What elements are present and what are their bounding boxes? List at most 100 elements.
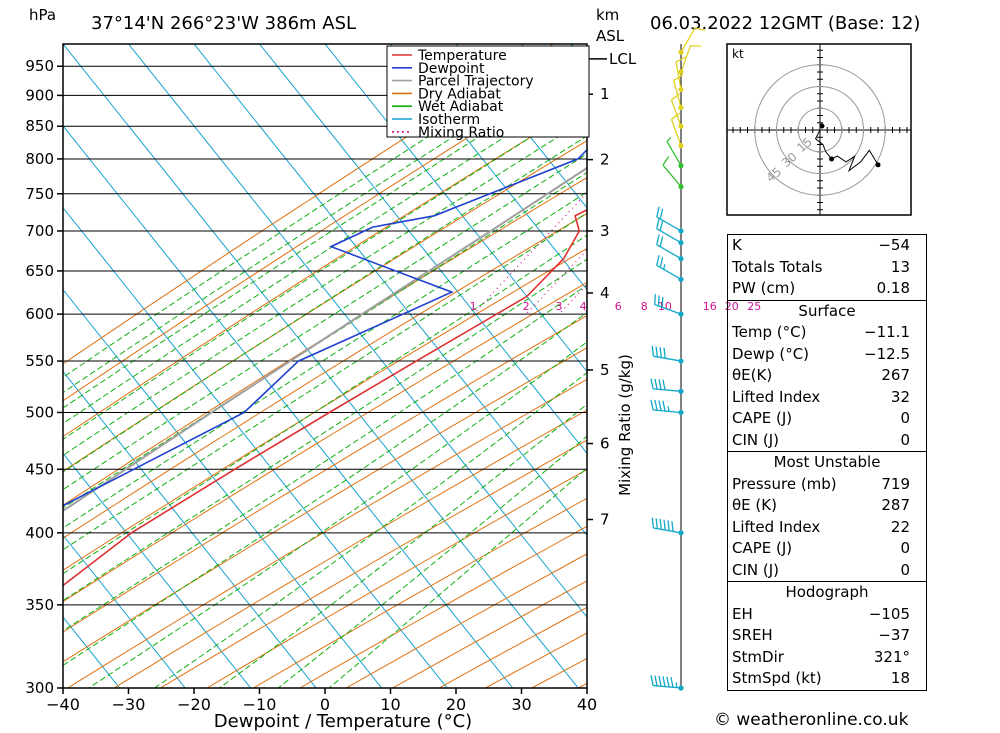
index-row-k: K −54 xyxy=(732,236,910,254)
wind-barb-feather xyxy=(650,399,654,411)
parcel-trajectory xyxy=(63,166,587,513)
pressure-tick-label: 700 xyxy=(25,222,54,240)
wind-barb-feather xyxy=(656,206,660,218)
pressure-tick-label: 900 xyxy=(25,86,54,104)
hodograph-ring xyxy=(797,107,843,153)
surface-row-thetae: θE(K) 267 xyxy=(732,366,910,384)
temperature-tick-label: 20 xyxy=(446,695,466,714)
wind-barb xyxy=(651,517,684,536)
dry-adiabat-line xyxy=(63,212,587,539)
temperature-tick-label: 10 xyxy=(380,695,400,714)
pressure-tick-label: 950 xyxy=(25,57,54,75)
most-unstable-title: Most Unstable xyxy=(773,453,881,471)
legend-entry: Dry Adiabat xyxy=(418,86,501,102)
index-tables: K −54 Totals Totals 13 PW (cm) 0.18 Surface… xyxy=(727,234,927,691)
wind-barb-dot xyxy=(678,358,684,364)
wind-barb xyxy=(670,112,684,149)
isotherm-line xyxy=(63,44,579,688)
wind-barb-staff xyxy=(656,216,682,232)
wind-barb-dot xyxy=(678,276,684,282)
wind-barb-feather xyxy=(655,518,659,529)
pressure-tick-label: 300 xyxy=(25,679,54,697)
dry-adiabat-line xyxy=(63,314,587,633)
wind-barb xyxy=(666,137,684,169)
temperature-tick-label: 30 xyxy=(511,695,531,714)
wind-barb-feather xyxy=(658,379,662,390)
pressure-tick-label: 450 xyxy=(25,460,54,478)
hodo-row-stmdir: StmDir 321° xyxy=(732,647,910,666)
wind-barb xyxy=(651,345,684,364)
wind-barb-feather xyxy=(662,400,666,412)
dry-adiabat-line xyxy=(206,468,587,688)
wind-barb-feather xyxy=(658,400,662,411)
wind-barb-feather xyxy=(659,518,662,530)
lcl-label: LCL xyxy=(609,50,637,68)
wind-barb-feather xyxy=(666,676,670,688)
wind-barb xyxy=(673,74,684,111)
wind-barb-staff xyxy=(656,228,682,244)
plot-frame xyxy=(62,43,588,689)
hodo-row-eh: EH −105 xyxy=(732,604,910,623)
wet-adiabat-line xyxy=(63,284,587,632)
mixing-ratio-label: 25 xyxy=(747,300,761,313)
pressure-tick-label: 800 xyxy=(25,150,54,168)
hodograph-trace xyxy=(814,129,879,173)
most-unstable-box: Most Unstable Pressure (mb) 719 θE (K) 287… xyxy=(727,451,927,581)
pressure-tick-label: 500 xyxy=(25,403,54,421)
wind-barb-staff xyxy=(670,99,682,127)
temperature-tick-label: −40 xyxy=(46,695,80,714)
temperature-tick-label: 40 xyxy=(577,695,597,714)
wind-barb-staff xyxy=(670,119,682,146)
km-tick-label: 4 xyxy=(600,284,610,302)
wet-adiabat-line xyxy=(277,435,587,688)
mu-row-thetae: θE (K) 287 xyxy=(732,496,910,514)
wind-barb-staff xyxy=(680,27,696,53)
wind-barb-dot xyxy=(678,256,684,262)
isotherm-line xyxy=(63,370,317,688)
wind-barb-feather xyxy=(650,378,654,389)
mixing-ratio-label: 2 xyxy=(523,300,530,313)
mixing-ratio-labels: 1 2 3 4 6 8 10 16 20 25 xyxy=(470,300,762,313)
dry-adiabat-line xyxy=(160,439,587,688)
wind-barb-dot xyxy=(678,685,684,691)
index-row-totals: Totals Totals 13 xyxy=(732,257,910,276)
pressure-tick-label: 550 xyxy=(25,352,54,370)
km-tick-label: 5 xyxy=(600,361,610,379)
hodo-row-stmspd: StmSpd (kt) 18 xyxy=(732,669,910,687)
wind-barb-dot xyxy=(678,69,684,75)
hodograph-storm-dot xyxy=(829,156,835,162)
wind-barb-dot xyxy=(678,228,684,234)
wet-adiabat-line xyxy=(63,153,587,491)
wind-barb-half-feather xyxy=(666,137,672,142)
credit-link[interactable]: © weatheronline.co.uk xyxy=(714,710,909,730)
pressure-tick-label: 850 xyxy=(25,117,54,135)
mixing-ratio-axis-title: Mixing Ratio (g/kg) xyxy=(616,354,634,496)
isotherm-line xyxy=(455,44,587,209)
temperature-tick-label: 0 xyxy=(320,695,330,714)
legend-entry: Mixing Ratio xyxy=(418,125,504,141)
wind-barb xyxy=(675,56,686,93)
wind-barb-feather xyxy=(659,220,664,231)
wind-barb-dot xyxy=(678,143,684,149)
pressure-tick-label: 650 xyxy=(25,262,54,280)
wind-barb-feather xyxy=(654,294,656,305)
wind-barb-feather xyxy=(667,520,670,531)
wind-barb-dot xyxy=(678,311,684,317)
index-row-pw: PW (cm) 0.18 xyxy=(732,279,910,297)
asl-label: ASL xyxy=(596,27,625,45)
isotherm-line xyxy=(63,288,383,688)
surface-row-temp: Temp (°C) −11.1 xyxy=(732,323,910,341)
wind-barb-staff xyxy=(653,409,682,414)
km-tick-label: 2 xyxy=(600,151,610,169)
wind-barb-staff xyxy=(680,45,692,73)
km-tick-label: 3 xyxy=(600,222,610,240)
wind-barb-dot xyxy=(678,530,684,536)
mu-row-lifted: Lifted Index 22 xyxy=(732,517,910,536)
wind-barb-feather xyxy=(655,346,659,357)
mixing-ratio-label: 6 xyxy=(615,300,622,313)
wind-barb-feather xyxy=(671,520,674,532)
wind-barb xyxy=(656,234,684,262)
dry-adiabat-line xyxy=(63,281,587,603)
dry-adiabat-line xyxy=(253,497,587,688)
